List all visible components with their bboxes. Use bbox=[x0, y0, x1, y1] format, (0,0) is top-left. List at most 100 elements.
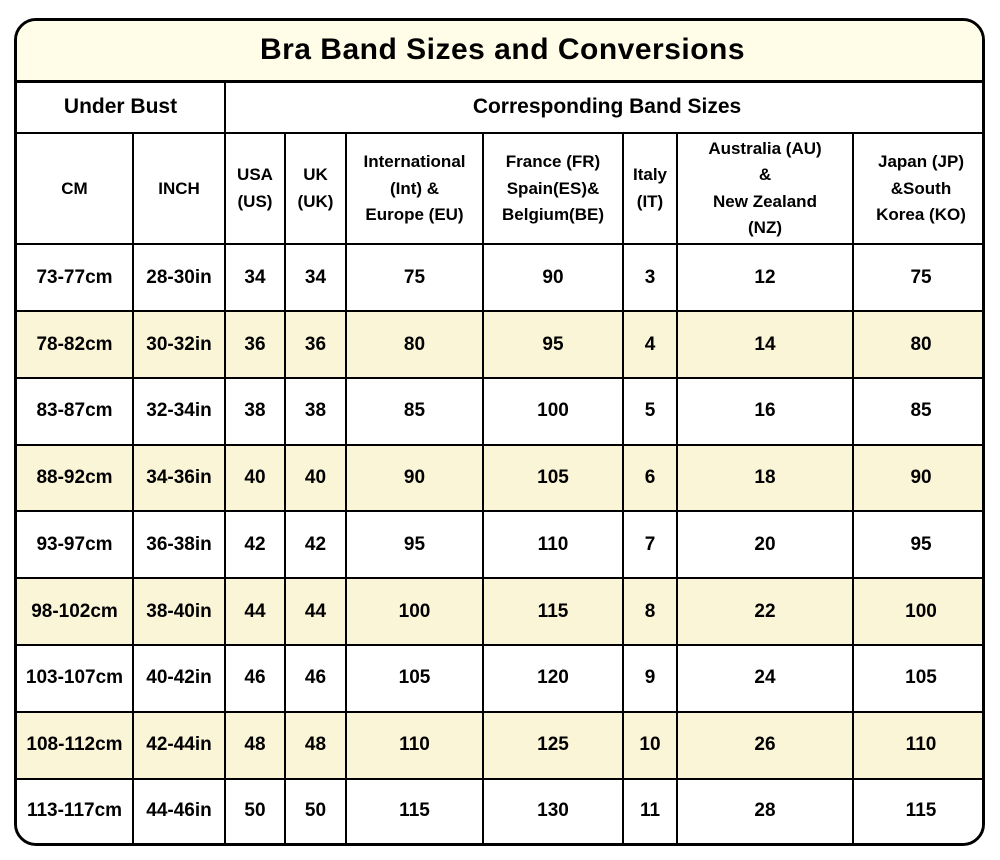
table-cell: 50 bbox=[284, 777, 347, 843]
table-cell: 110 bbox=[345, 710, 484, 780]
table-cell: 103-107cm bbox=[17, 643, 134, 713]
table-cell: 46 bbox=[224, 643, 286, 713]
table-cell: 85 bbox=[851, 376, 982, 446]
table-cell: 42-44in bbox=[132, 710, 226, 780]
table-cell: 95 bbox=[482, 310, 624, 379]
table-cell: 90 bbox=[482, 243, 624, 313]
table-row: 73-77cm 28-30in 34 34 75 90 3 12 75 bbox=[17, 243, 982, 313]
col-header-inch: INCH bbox=[132, 131, 226, 246]
table-cell: 48 bbox=[284, 710, 347, 780]
table-cell: 32-34in bbox=[132, 376, 226, 446]
page-title: Bra Band Sizes and Conversions bbox=[17, 21, 982, 83]
table-cell: 105 bbox=[345, 643, 484, 713]
table-cell: 4 bbox=[622, 310, 678, 379]
table-cell: 34 bbox=[284, 243, 347, 313]
table-cell: 36 bbox=[284, 310, 347, 379]
table-cell: 8 bbox=[622, 577, 678, 646]
table-row: 93-97cm 36-38in 42 42 95 110 7 20 95 bbox=[17, 510, 982, 580]
table-cell: 46 bbox=[284, 643, 347, 713]
table-cell: 38-40in bbox=[132, 577, 226, 646]
table-cell: 90 bbox=[345, 443, 484, 513]
table-row: 103-107cm 40-42in 46 46 105 120 9 24 105 bbox=[17, 643, 982, 713]
group-header-band-sizes: Corresponding Band Sizes bbox=[223, 80, 982, 134]
table-cell: 30-32in bbox=[132, 310, 226, 379]
table-cell: 125 bbox=[482, 710, 624, 780]
table-cell: 80 bbox=[345, 310, 484, 379]
table-cell: 12 bbox=[676, 243, 854, 313]
table-cell: 80 bbox=[851, 310, 982, 379]
group-header-row: Under Bust Corresponding Band Sizes bbox=[17, 80, 982, 134]
col-header-cm: CM bbox=[17, 131, 134, 246]
table-cell: 78-82cm bbox=[17, 310, 134, 379]
table-cell: 24 bbox=[676, 643, 854, 713]
table-cell: 44 bbox=[224, 577, 286, 646]
table-cell: 6 bbox=[622, 443, 678, 513]
col-header-international-europe: International (Int) & Europe (EU) bbox=[345, 131, 484, 246]
column-header-row: CM INCH USA (US) UK (UK) International (… bbox=[17, 131, 982, 246]
table-row: 98-102cm 38-40in 44 44 100 115 8 22 100 bbox=[17, 577, 982, 646]
table-cell: 50 bbox=[224, 777, 286, 843]
table-row: 108-112cm 42-44in 48 48 110 125 10 26 110 bbox=[17, 710, 982, 780]
table-cell: 75 bbox=[851, 243, 982, 313]
table-cell: 14 bbox=[676, 310, 854, 379]
table-cell: 11 bbox=[622, 777, 678, 843]
table-cell: 115 bbox=[482, 577, 624, 646]
table-cell: 85 bbox=[345, 376, 484, 446]
table-cell: 83-87cm bbox=[17, 376, 134, 446]
col-header-australia-nz: Australia (AU) & New Zealand (NZ) bbox=[676, 131, 854, 246]
table-cell: 40 bbox=[284, 443, 347, 513]
table-cell: 100 bbox=[851, 577, 982, 646]
table-cell: 75 bbox=[345, 243, 484, 313]
table-cell: 28-30in bbox=[132, 243, 226, 313]
table-cell: 108-112cm bbox=[17, 710, 134, 780]
table-cell: 42 bbox=[284, 510, 347, 580]
table-cell: 95 bbox=[345, 510, 484, 580]
col-header-usa: USA (US) bbox=[224, 131, 286, 246]
table-cell: 93-97cm bbox=[17, 510, 134, 580]
table-cell: 130 bbox=[482, 777, 624, 843]
table-row: 88-92cm 34-36in 40 40 90 105 6 18 90 bbox=[17, 443, 982, 513]
table-cell: 10 bbox=[622, 710, 678, 780]
table-cell: 16 bbox=[676, 376, 854, 446]
table-cell: 105 bbox=[851, 643, 982, 713]
table-cell: 26 bbox=[676, 710, 854, 780]
table-cell: 34 bbox=[224, 243, 286, 313]
table-cell: 115 bbox=[851, 777, 982, 843]
col-header-uk: UK (UK) bbox=[284, 131, 347, 246]
size-conversion-table: Bra Band Sizes and Conversions Under Bus… bbox=[14, 18, 985, 846]
group-header-under-bust: Under Bust bbox=[17, 80, 226, 134]
table-cell: 38 bbox=[284, 376, 347, 446]
table-cell: 42 bbox=[224, 510, 286, 580]
col-header-france-spain-belgium: France (FR) Spain(ES)& Belgium(BE) bbox=[482, 131, 624, 246]
table-cell: 44-46in bbox=[132, 777, 226, 843]
table-cell: 88-92cm bbox=[17, 443, 134, 513]
table-cell: 22 bbox=[676, 577, 854, 646]
table-cell: 100 bbox=[345, 577, 484, 646]
table-cell: 36 bbox=[224, 310, 286, 379]
table-row: 78-82cm 30-32in 36 36 80 95 4 14 80 bbox=[17, 310, 982, 379]
table-row: 113-117cm 44-46in 50 50 115 130 11 28 115 bbox=[17, 777, 982, 843]
table-cell: 105 bbox=[482, 443, 624, 513]
table-cell: 7 bbox=[622, 510, 678, 580]
table-cell: 44 bbox=[284, 577, 347, 646]
table-cell: 90 bbox=[851, 443, 982, 513]
table-cell: 40 bbox=[224, 443, 286, 513]
table-cell: 73-77cm bbox=[17, 243, 134, 313]
table-cell: 34-36in bbox=[132, 443, 226, 513]
table-cell: 3 bbox=[622, 243, 678, 313]
table-cell: 40-42in bbox=[132, 643, 226, 713]
table-cell: 5 bbox=[622, 376, 678, 446]
bra-band-size-table: Bra Band Sizes and Conversions Under Bus… bbox=[17, 21, 982, 843]
table-row: 83-87cm 32-34in 38 38 85 100 5 16 85 bbox=[17, 376, 982, 446]
table-cell: 95 bbox=[851, 510, 982, 580]
title-row: Bra Band Sizes and Conversions bbox=[17, 21, 982, 83]
table-cell: 115 bbox=[345, 777, 484, 843]
table-cell: 100 bbox=[482, 376, 624, 446]
table-cell: 36-38in bbox=[132, 510, 226, 580]
table-cell: 20 bbox=[676, 510, 854, 580]
table-cell: 98-102cm bbox=[17, 577, 134, 646]
col-header-japan-korea: Japan (JP) &South Korea (KO) bbox=[851, 131, 982, 246]
table-cell: 113-117cm bbox=[17, 777, 134, 843]
table-cell: 18 bbox=[676, 443, 854, 513]
table-cell: 28 bbox=[676, 777, 854, 843]
